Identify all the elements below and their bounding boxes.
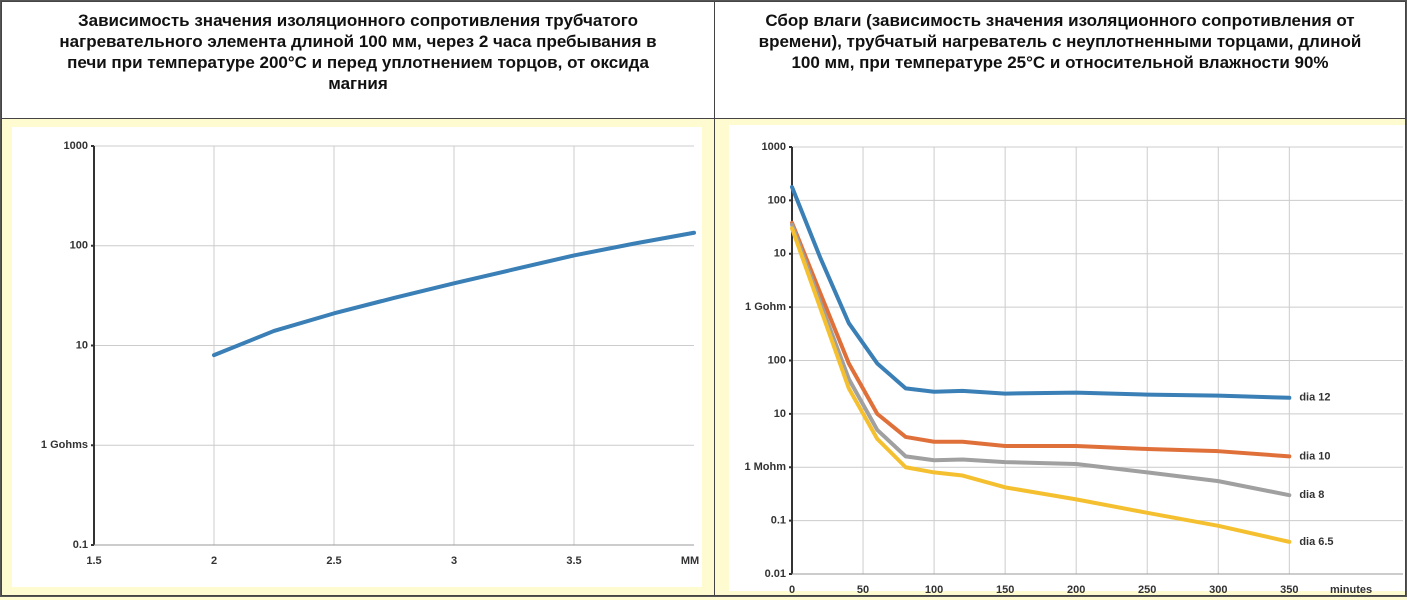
chart-title: Сбор влаги (зависимость значения изоляци… [715,2,1405,73]
x-tick-label: 350 [1280,584,1298,595]
y-tick-label: 1 Gohms [41,439,88,451]
x-tick-label: 3 [451,555,457,567]
y-tick-label: 0.1 [771,515,786,527]
series-line [790,220,1292,459]
y-tick-label: 10 [76,339,88,351]
chart: 0.1 1 Gohms 10 100 1000 1.5 2 2.5 3 3.5 MM [12,127,702,587]
x-tick-label: 3.5 [566,555,581,567]
y-tick-label: 1000 [64,140,88,152]
series-label: dia 12 [1299,392,1330,404]
plot-background [12,127,702,587]
x-tick-label: 2.5 [326,555,341,567]
x-tick-label: 50 [857,584,869,595]
series-label: dia 6.5 [1299,536,1333,548]
y-tick-label: 10 [774,408,786,420]
x-tick-label: 300 [1209,584,1227,595]
chart-cell: 0.01 0.1 1 Mohm 10 100 1 Gohm 10 100 1000 0 50 100 1… [714,118,1406,596]
header-cell: Сбор влаги (зависимость значения изоляци… [714,1,1406,119]
y-tick-label: 100 [768,354,786,366]
chart-title: Зависимость значения изоляционного сопро… [2,2,714,94]
series-label: dia 10 [1299,450,1330,462]
y-tick-label: 100 [70,240,88,252]
x-tick-label: 200 [1067,584,1085,595]
series-line [790,185,1292,400]
x-axis-label: minutes [1330,584,1372,595]
x-tick-label: 100 [925,584,943,595]
y-tick-label: 0.01 [765,568,786,580]
y-tick-label: 10 [774,248,786,260]
x-tick-label: 0 [789,584,795,595]
chart: 0.01 0.1 1 Mohm 10 100 1 Gohm 10 100 1000 0 50 100 1… [729,125,1405,596]
header-cell: Зависимость значения изоляционного сопро… [1,1,715,119]
y-tick-label: 1 Gohm [745,301,786,313]
x-tick-label: 250 [1138,584,1156,595]
series-line [790,222,1292,498]
x-tick-label: 2 [211,555,217,567]
series-label: dia 8 [1299,489,1324,501]
x-tick-label: 150 [996,584,1014,595]
x-axis-label: MM [681,555,699,567]
y-tick-label: 1000 [762,141,786,153]
chart-cell: 0.1 1 Gohms 10 100 1000 1.5 2 2.5 3 3.5 MM [1,118,715,596]
x-tick-label: 1.5 [86,555,101,567]
y-tick-label: 0.1 [73,539,88,551]
y-tick-label: 100 [768,194,786,206]
series-line [790,226,1292,544]
y-tick-label: 1 Mohm [744,461,786,473]
series-line [212,230,696,358]
